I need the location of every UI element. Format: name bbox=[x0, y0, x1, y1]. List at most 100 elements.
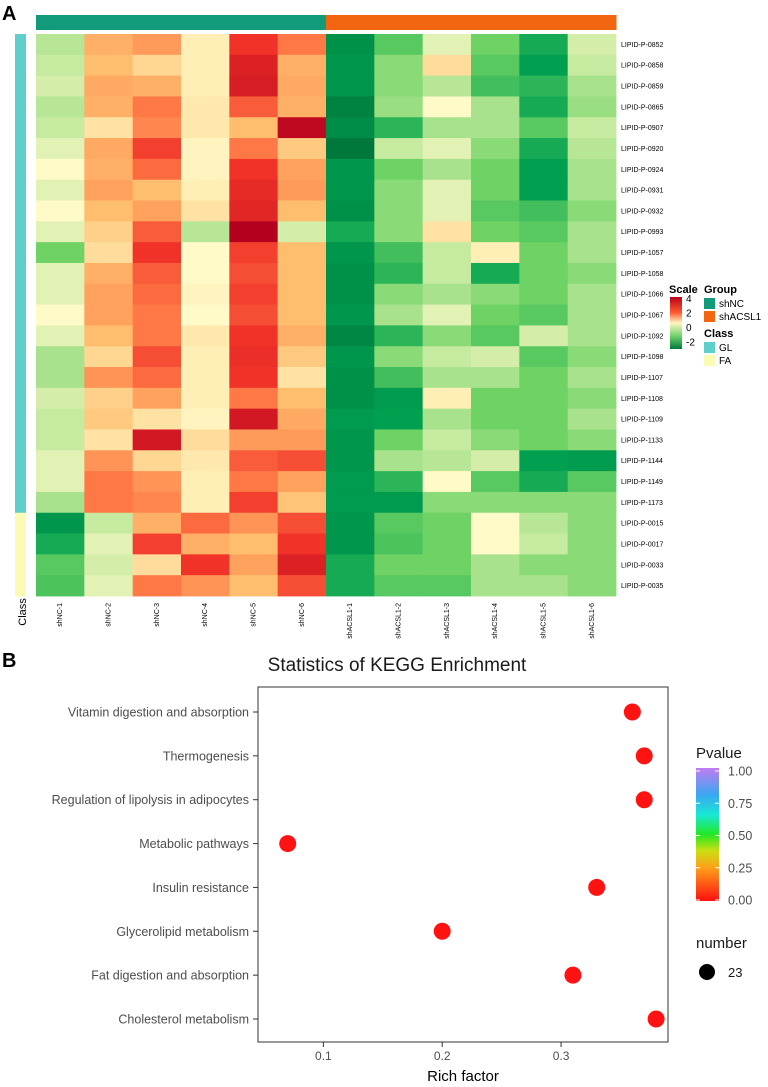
class-bar-cell bbox=[15, 533, 26, 555]
pvalue-tick-label: 0.00 bbox=[728, 894, 752, 908]
heatmap-cell bbox=[132, 387, 182, 410]
heatmap-cell bbox=[132, 304, 182, 326]
row-label: LIPID-P-1107 bbox=[621, 375, 663, 382]
heatmap-cell bbox=[422, 117, 472, 139]
heatmap-cell bbox=[36, 138, 85, 160]
heatmap-cell bbox=[229, 387, 279, 410]
column-label: shACSL1-3 bbox=[444, 603, 451, 639]
heatmap-cell bbox=[132, 367, 182, 389]
panel-a-label: A bbox=[2, 3, 16, 25]
heatmap-cell bbox=[374, 221, 424, 243]
heatmap-cell bbox=[471, 304, 520, 326]
number-legend-dot bbox=[699, 964, 715, 980]
heatmap-cell bbox=[36, 471, 85, 493]
row-label: LIPID-P-1149 bbox=[621, 479, 663, 486]
heatmap-cells bbox=[36, 34, 617, 597]
heatmap-cell bbox=[422, 554, 472, 576]
heatmap-cell bbox=[519, 262, 569, 285]
heatmap-cell bbox=[277, 512, 327, 534]
heatmap-cell bbox=[519, 75, 569, 97]
heatmap-cell bbox=[36, 117, 85, 139]
kegg-x-tick-label: 0.1 bbox=[315, 1049, 332, 1063]
number-legend-title: number bbox=[696, 935, 747, 952]
heatmap-cell bbox=[326, 346, 375, 368]
heatmap-cell bbox=[277, 575, 327, 597]
heatmap-cell bbox=[422, 304, 472, 326]
class-bar-cell bbox=[15, 283, 26, 306]
class-bar-cell bbox=[15, 221, 26, 243]
class-bar-cell bbox=[15, 429, 26, 451]
heatmap-cell bbox=[471, 325, 520, 347]
heatmap-cell bbox=[422, 262, 472, 285]
heatmap-cell bbox=[181, 283, 230, 305]
heatmap-cell bbox=[326, 450, 375, 472]
heatmap-cell bbox=[326, 200, 375, 222]
heatmap-cell bbox=[181, 554, 230, 576]
heatmap-cell bbox=[36, 242, 85, 264]
heatmap-cell bbox=[471, 450, 520, 472]
group-legend-label: shNC bbox=[719, 299, 744, 310]
heatmap-cell bbox=[567, 75, 617, 97]
heatmap-cell bbox=[374, 471, 424, 493]
heatmap-cell bbox=[374, 158, 424, 181]
heatmap-cell bbox=[422, 242, 472, 264]
heatmap-cell bbox=[422, 429, 472, 451]
row-label: LIPID-P-1058 bbox=[621, 271, 664, 278]
heatmap-cell bbox=[229, 179, 279, 201]
heatmap-cell bbox=[36, 533, 85, 555]
heatmap-cell bbox=[519, 117, 569, 139]
heatmap-cell bbox=[567, 242, 617, 264]
heatmap-cell bbox=[422, 533, 472, 555]
heatmap-cell bbox=[374, 408, 424, 430]
heatmap-cell bbox=[326, 221, 375, 243]
heatmap-cell bbox=[326, 325, 375, 347]
heatmap-cell bbox=[84, 242, 134, 264]
heatmap-cell bbox=[374, 179, 424, 201]
heatmap-cell bbox=[277, 138, 327, 160]
heatmap-cell bbox=[36, 408, 85, 430]
heatmap-cell bbox=[84, 96, 134, 118]
kegg-point bbox=[433, 922, 451, 940]
class-bar-cell bbox=[15, 491, 26, 514]
heatmap-cell bbox=[132, 575, 182, 597]
heatmap-cell bbox=[519, 346, 569, 368]
scale-tick-label: -2 bbox=[686, 337, 695, 348]
class-bar-cell bbox=[15, 387, 26, 410]
heatmap-cell bbox=[84, 117, 134, 139]
heatmap-cell bbox=[132, 471, 182, 493]
heatmap-cell bbox=[374, 138, 424, 160]
heatmap-cell bbox=[229, 138, 279, 160]
row-label: LIPID-P-0859 bbox=[621, 84, 664, 91]
heatmap-cell bbox=[36, 575, 85, 597]
row-label: LIPID-P-0865 bbox=[621, 104, 664, 111]
heatmap-cell bbox=[36, 387, 85, 410]
heatmap-cell bbox=[422, 512, 472, 534]
column-label: shACSL1-5 bbox=[541, 603, 548, 639]
heatmap-cell bbox=[229, 158, 279, 181]
scale-legend-ticks: 4 2 0 -2 bbox=[682, 294, 695, 348]
heatmap-cell bbox=[567, 54, 617, 77]
heatmap-cell bbox=[277, 242, 327, 264]
class-bar-cell bbox=[15, 200, 26, 222]
kegg-points bbox=[279, 703, 665, 1028]
heatmap-cell bbox=[326, 34, 375, 56]
class-bar-cell bbox=[15, 471, 26, 493]
heatmap-cell bbox=[181, 117, 230, 139]
heatmap-cell bbox=[181, 242, 230, 264]
heatmap-cell bbox=[84, 34, 134, 56]
heatmap-cell bbox=[132, 138, 182, 160]
heatmap-cell bbox=[181, 512, 230, 534]
heatmap-cell bbox=[229, 283, 279, 305]
heatmap-cell bbox=[36, 304, 85, 326]
heatmap-cell bbox=[519, 158, 569, 181]
heatmap-cell bbox=[326, 408, 375, 430]
heatmap-cell bbox=[422, 34, 472, 56]
column-label: shACSL1-6 bbox=[589, 603, 596, 639]
column-label: shNC-2 bbox=[106, 603, 113, 627]
row-label: LIPID-P-0907 bbox=[621, 125, 664, 132]
kegg-plot-frame bbox=[257, 686, 669, 1043]
heatmap-cell bbox=[519, 304, 569, 326]
heatmap-cell bbox=[229, 408, 279, 430]
heatmap-cell bbox=[84, 138, 134, 160]
